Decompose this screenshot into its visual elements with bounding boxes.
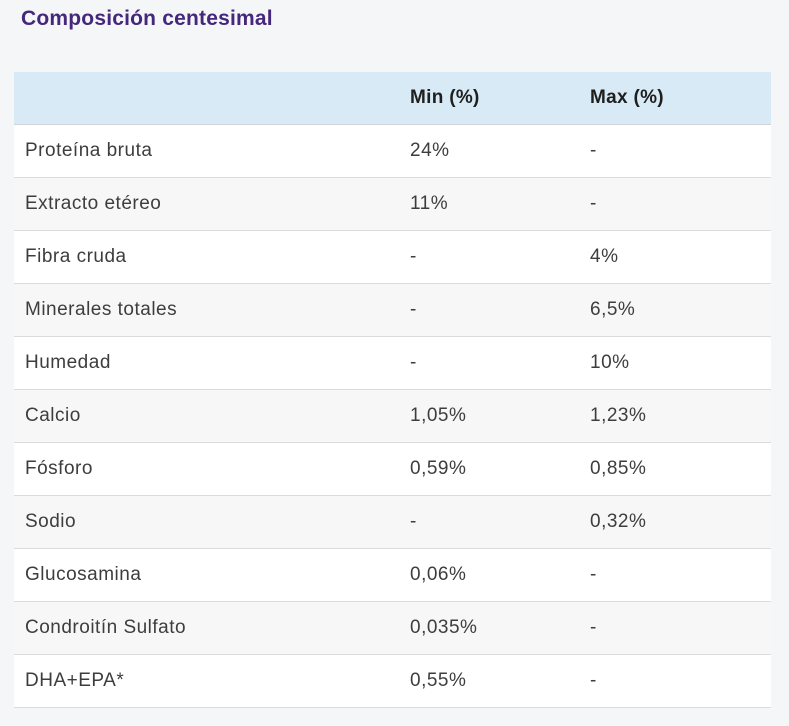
min-value: 0,035% (410, 617, 478, 638)
row-label: Humedad (25, 352, 111, 373)
min-value: 24% (410, 140, 450, 161)
row-label: Extracto etéreo (25, 193, 162, 214)
row-label: Condroitín Sulfato (25, 617, 187, 638)
row-label: Fósforo (25, 458, 93, 479)
row-label: DHA+EPA* (25, 670, 125, 691)
table-row: Fósforo 0,59% 0,85% (14, 443, 771, 496)
max-value: - (590, 193, 597, 214)
composition-table-body: Proteína bruta 24% - Extracto etéreo 11% - Fib… (14, 125, 771, 708)
min-value: - (410, 299, 417, 320)
max-value: 6,5% (590, 299, 636, 320)
min-value: 0,06% (410, 564, 467, 585)
min-value: 1,05% (410, 405, 467, 426)
max-value: - (590, 617, 597, 638)
page-title: Composición centesimal (21, 7, 273, 30)
max-value: - (590, 564, 597, 585)
table-row: Humedad - 10% (14, 337, 771, 390)
max-value: 0,32% (590, 511, 647, 532)
table-row: Fibra cruda - 4% (14, 231, 771, 284)
composition-table: Min (%) Max (%) Proteína bruta 24% - Extrac… (14, 72, 771, 708)
table-row: Condroitín Sulfato 0,035% - (14, 602, 771, 655)
table-header-row: Min (%) Max (%) (14, 72, 771, 125)
row-label: Proteína bruta (25, 140, 153, 161)
min-value: - (410, 246, 417, 267)
max-value: - (590, 140, 597, 161)
table-row: Glucosamina 0,06% - (14, 549, 771, 602)
table-row: Sodio - 0,32% (14, 496, 771, 549)
max-value: 1,23% (590, 405, 647, 426)
header-cell-min: Min (%) (410, 87, 480, 108)
min-value: 0,59% (410, 458, 467, 479)
header-cell-max: Max (%) (590, 87, 664, 108)
row-label: Sodio (25, 511, 77, 532)
table-row: Extracto etéreo 11% - (14, 178, 771, 231)
min-value: 11% (410, 193, 449, 214)
row-label: Minerales totales (25, 299, 178, 320)
table-row: Minerales totales - 6,5% (14, 284, 771, 337)
min-value: 0,55% (410, 670, 467, 691)
row-label: Calcio (25, 405, 81, 426)
table-row: Proteína bruta 24% - (14, 125, 771, 178)
row-label: Glucosamina (25, 564, 142, 585)
table-row: DHA+EPA* 0,55% - (14, 655, 771, 708)
row-label: Fibra cruda (25, 246, 127, 267)
max-value: 10% (590, 352, 630, 373)
min-value: - (410, 511, 417, 532)
max-value: - (590, 670, 597, 691)
table-row: Calcio 1,05% 1,23% (14, 390, 771, 443)
max-value: 0,85% (590, 458, 647, 479)
max-value: 4% (590, 246, 619, 267)
min-value: - (410, 352, 417, 373)
